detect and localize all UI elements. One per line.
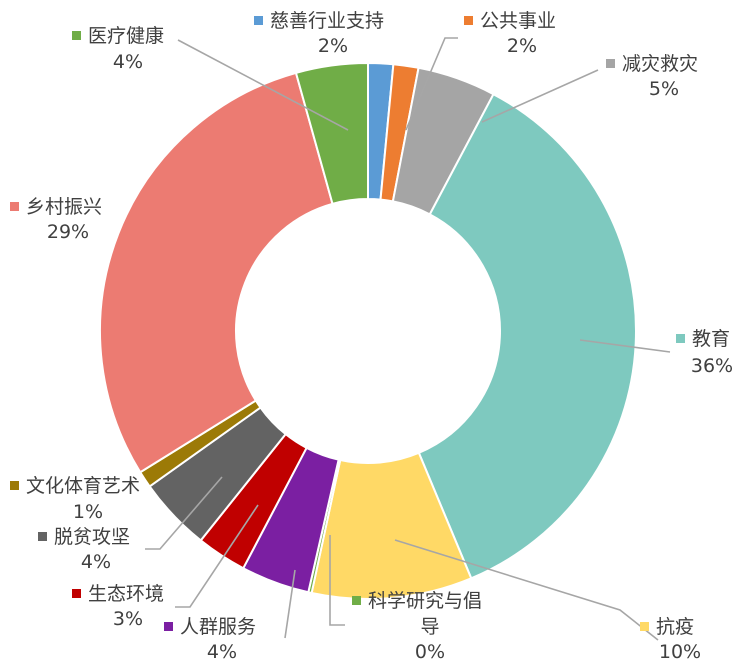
slice-label-name-3: 减灾救灾 [622, 53, 698, 75]
slice-11 [99, 71, 334, 474]
legend-marker-10 [10, 481, 19, 490]
leader-line-6 [329, 535, 345, 626]
leader-line-12 [177, 39, 349, 131]
legend-marker-9 [38, 532, 47, 541]
slice-label-name-12: 医疗健康 [88, 25, 164, 47]
slice-label-value-11: 29% [47, 221, 89, 243]
legend-marker-1 [254, 16, 263, 25]
slice-label-name-6: 科学研究与倡 [368, 590, 482, 612]
slice-label-value-10: 1% [73, 501, 103, 523]
slice-label-name-7: 人群服务 [180, 616, 256, 638]
slice-label-name-9: 脱贫攻坚 [54, 526, 130, 548]
slice-12 [294, 61, 369, 206]
slice-label-value-5: 10% [659, 641, 701, 663]
slice-label-value-7: 4% [207, 641, 237, 663]
leader-line-8 [175, 504, 259, 608]
slice-4 [417, 92, 637, 580]
legend-marker-11 [10, 202, 19, 211]
slice-label-name-11: 乡村振兴 [26, 196, 102, 218]
slice-label-name-1: 慈善行业支持 [270, 10, 384, 32]
leader-line-4 [579, 339, 671, 353]
slice-label-value-4: 36% [691, 355, 733, 377]
slice-label-name-2: 公共事业 [480, 10, 556, 32]
leader-line-7 [284, 569, 296, 639]
slice-label-name-8: 生态环境 [88, 583, 164, 605]
slice-label-name-4: 教育 [692, 328, 730, 350]
leader-line-3 [481, 69, 599, 123]
slice-label-value-8: 3% [113, 608, 143, 630]
slice-label-value-6: 0% [415, 641, 445, 663]
legend-marker-3 [606, 59, 615, 68]
leader-line-group [145, 37, 671, 641]
legend-marker-6 [352, 596, 361, 605]
slice-label-name-5: 抗疫 [656, 616, 694, 638]
slice-label-value-3: 5% [649, 78, 679, 100]
legend-marker-4 [676, 334, 685, 343]
slice-label-value-1: 2% [318, 35, 348, 57]
slice-group [99, 61, 637, 600]
legend-marker-12 [72, 31, 81, 40]
legend-marker-8 [72, 589, 81, 598]
slice-label-name-10: 文化体育艺术 [26, 475, 140, 497]
slice-label-name-cont-6: 导 [420, 616, 439, 638]
leader-line-9 [145, 476, 223, 550]
leader-line-2 [405, 37, 458, 131]
legend-marker-5 [640, 622, 649, 631]
slice-label-value-9: 4% [81, 551, 111, 573]
slice-label-value-2: 2% [507, 35, 537, 57]
slice-label-value-12: 4% [113, 51, 143, 73]
legend-marker-2 [464, 16, 473, 25]
legend-marker-7 [164, 622, 173, 631]
